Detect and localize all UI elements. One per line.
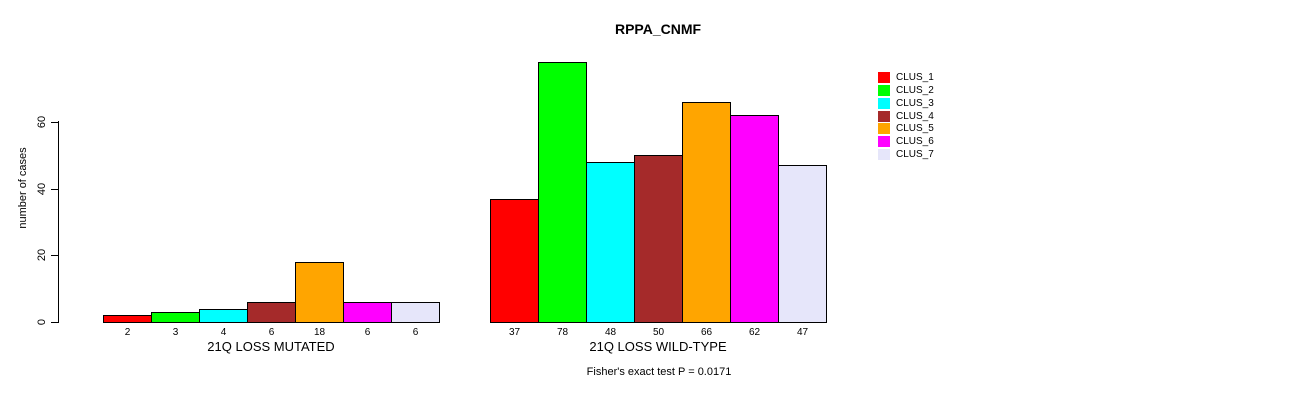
bar-value-label: 47 bbox=[796, 327, 809, 338]
legend-item-clus-7: CLUS_7 bbox=[878, 148, 934, 161]
bar-value-label: 2 bbox=[124, 327, 131, 338]
legend-label: CLUS_4 bbox=[896, 110, 934, 122]
bar-21q-loss-wild-type-clus-4 bbox=[634, 155, 683, 323]
bar-value-label: 66 bbox=[700, 327, 713, 338]
bar-21q-loss-wild-type-clus-5 bbox=[682, 102, 731, 323]
legend-item-clus-5: CLUS_5 bbox=[878, 122, 934, 135]
legend-swatch-clus-1 bbox=[878, 71, 890, 83]
legend: CLUS_1 CLUS_2 CLUS_3 CLUS_4 CLUS_5 CLUS_6 CLUS… bbox=[878, 71, 934, 161]
legend-item-clus-1: CLUS_1 bbox=[878, 71, 934, 84]
legend-item-clus-3: CLUS_3 bbox=[878, 97, 934, 110]
bar-value-label: 6 bbox=[268, 327, 275, 338]
legend-label: CLUS_2 bbox=[896, 84, 934, 96]
y-tick-mark-0 bbox=[51, 322, 59, 323]
legend-swatch-clus-4 bbox=[878, 110, 890, 122]
bar-21q-loss-mutated-clus-1 bbox=[103, 315, 152, 323]
legend-item-clus-4: CLUS_4 bbox=[878, 110, 934, 123]
bar-value-label: 78 bbox=[556, 327, 569, 338]
bar-21q-loss-mutated-clus-6 bbox=[343, 302, 392, 323]
y-tick-label-0: 0 bbox=[36, 318, 48, 326]
y-tick-mark-20 bbox=[51, 255, 59, 256]
bar-value-label: 3 bbox=[172, 327, 179, 338]
bar-21q-loss-mutated-clus-2 bbox=[151, 312, 200, 323]
bar-value-label: 4 bbox=[220, 327, 227, 338]
bar-21q-loss-mutated-clus-5 bbox=[295, 262, 344, 323]
chart-title: RPPA_CNMF bbox=[614, 21, 702, 37]
legend-swatch-clus-2 bbox=[878, 84, 890, 96]
group-label-21q-loss-wild-type: 21Q LOSS WILD-TYPE bbox=[589, 339, 727, 354]
legend-swatch-clus-3 bbox=[878, 97, 890, 109]
bar-21q-loss-wild-type-clus-3 bbox=[586, 162, 635, 323]
y-tick-label-60: 60 bbox=[36, 115, 48, 129]
legend-label: CLUS_7 bbox=[896, 149, 934, 161]
y-tick-mark-60 bbox=[51, 122, 59, 123]
bar-21q-loss-wild-type-clus-7 bbox=[778, 165, 827, 323]
group-label-21q-loss-mutated: 21Q LOSS MUTATED bbox=[207, 339, 335, 354]
bar-value-label: 6 bbox=[412, 327, 419, 338]
legend-label: CLUS_3 bbox=[896, 97, 934, 109]
bar-21q-loss-wild-type-clus-6 bbox=[730, 115, 779, 323]
y-tick-label-20: 20 bbox=[36, 248, 48, 262]
bar-21q-loss-wild-type-clus-2 bbox=[538, 62, 587, 323]
bar-value-label: 50 bbox=[652, 327, 665, 338]
bar-value-label: 6 bbox=[364, 327, 371, 338]
bar-value-label: 48 bbox=[604, 327, 617, 338]
bar-21q-loss-mutated-clus-4 bbox=[247, 302, 296, 323]
bar-value-label: 37 bbox=[508, 327, 521, 338]
legend-label: CLUS_1 bbox=[896, 71, 934, 83]
legend-item-clus-2: CLUS_2 bbox=[878, 84, 934, 97]
legend-swatch-clus-6 bbox=[878, 136, 890, 148]
legend-swatch-clus-7 bbox=[878, 149, 890, 161]
bar-value-label: 62 bbox=[748, 327, 761, 338]
legend-item-clus-6: CLUS_6 bbox=[878, 135, 934, 148]
legend-label: CLUS_5 bbox=[896, 123, 934, 135]
bar-21q-loss-wild-type-clus-1 bbox=[490, 199, 539, 323]
y-tick-label-40: 40 bbox=[36, 182, 48, 196]
fisher-test-annotation: Fisher's exact test P = 0.0171 bbox=[586, 366, 732, 378]
bar-21q-loss-mutated-clus-7 bbox=[391, 302, 440, 323]
legend-label: CLUS_6 bbox=[896, 136, 934, 148]
legend-swatch-clus-5 bbox=[878, 123, 890, 135]
y-axis-line bbox=[58, 121, 59, 323]
bar-21q-loss-mutated-clus-3 bbox=[199, 309, 248, 323]
y-axis-label: number of cases bbox=[17, 147, 29, 229]
bar-value-label: 18 bbox=[313, 327, 326, 338]
y-tick-mark-40 bbox=[51, 189, 59, 190]
